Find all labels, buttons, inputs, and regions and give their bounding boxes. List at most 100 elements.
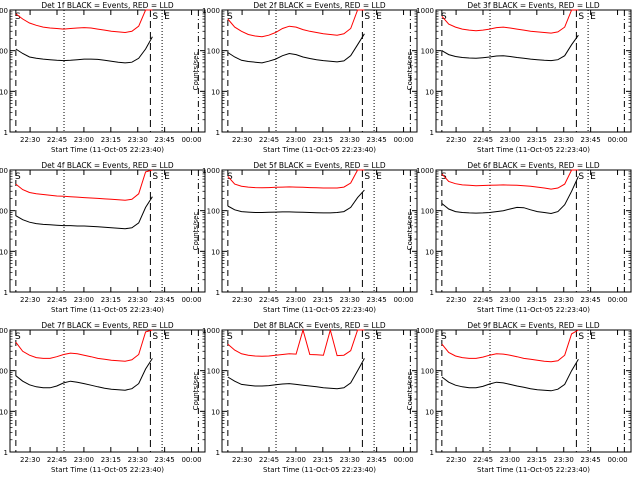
panel-6: Det 6f BLACK = Events, RED = LLD 1 10 100 10… (406, 161, 632, 314)
panel-5: Det 5f BLACK = Events, RED = LLD 1 10 100 10… (192, 161, 418, 314)
y-axis-label: Counts/sec (406, 372, 414, 411)
lld-series-line (441, 169, 579, 190)
e-marker-label: E (590, 172, 596, 182)
x-tick-label: 23:15 (527, 296, 547, 304)
panel-title: Det 6f BLACK = Events, RED = LLD (467, 161, 600, 170)
start-marker-label: S (227, 172, 233, 182)
x-tick-label: 23:30 (340, 136, 360, 144)
y-tick-label: 100 (207, 48, 220, 56)
x-tick-label: 23:00 (500, 136, 520, 144)
panel-title: Det 7f BLACK = Events, RED = LLD (41, 321, 174, 330)
x-tick-label: 23:00 (500, 296, 520, 304)
e-marker-label: E (376, 332, 382, 342)
x-tick-label: 22:45 (473, 136, 493, 144)
y-tick-label: 1000 (416, 7, 434, 15)
x-tick-label: 23:15 (313, 136, 333, 144)
x-tick-label: 23:45 (581, 136, 601, 144)
plot-frame (221, 169, 418, 293)
x-tick-label: 22:30 (446, 456, 466, 464)
x-tick-label: 23:15 (101, 296, 121, 304)
x-axis-label: Start Time (11-Oct-05 22:23:40) (51, 306, 164, 314)
start-marker-label: S (15, 172, 21, 182)
y-tick-label: 1 (430, 129, 434, 137)
y-tick-label: 10 (0, 88, 8, 96)
x-tick-label: 22:45 (473, 456, 493, 464)
lld-series-line (15, 329, 153, 362)
y-tick-label: 10 (0, 408, 8, 416)
lld-series-line (15, 169, 153, 201)
x-tick-label: 23:45 (155, 136, 175, 144)
x-tick-label: 23:30 (128, 136, 148, 144)
x-tick-label: 23:45 (581, 456, 601, 464)
y-tick-label: 100 (0, 208, 8, 216)
lld-series-line (441, 329, 579, 363)
x-tick-label: 23:00 (74, 456, 94, 464)
x-tick-label: 23:30 (554, 456, 574, 464)
events-series-line (15, 36, 153, 64)
events-series-line (227, 33, 365, 64)
x-tick-label: 22:30 (232, 296, 252, 304)
events-series-line (15, 196, 153, 230)
x-tick-label: 23:30 (554, 136, 574, 144)
y-tick-label: 1000 (202, 7, 220, 15)
y-tick-label: 10 (211, 88, 220, 96)
x-tick-label: 23:45 (367, 136, 387, 144)
panel-8: Det 8f BLACK = Events, RED = LLD 1 10 100 10… (192, 321, 418, 474)
panel-2: Det 2f BLACK = Events, RED = LLD 1 10 100 10… (192, 1, 418, 154)
x-tick-label: 23:45 (155, 296, 175, 304)
x-axis-label: Start Time (11-Oct-05 22:23:40) (263, 146, 376, 154)
x-tick-label: 23:15 (527, 136, 547, 144)
y-tick-label: 1 (216, 129, 220, 137)
s-marker-label: S (364, 172, 370, 182)
y-tick-label: 1 (430, 289, 434, 297)
x-tick-label: 00:00 (181, 136, 201, 144)
x-tick-label: 00:00 (393, 136, 413, 144)
y-tick-label: 100 (0, 368, 8, 376)
x-tick-label: 23:15 (101, 136, 121, 144)
start-marker-label: S (227, 12, 233, 22)
panel-title: Det 4f BLACK = Events, RED = LLD (41, 161, 174, 170)
s-marker-label: S (152, 12, 158, 22)
x-axis-label: Start Time (11-Oct-05 22:23:40) (51, 466, 164, 474)
e-marker-label: E (376, 12, 382, 22)
panel-title: Det 1f BLACK = Events, RED = LLD (41, 1, 174, 10)
x-tick-label: 22:30 (20, 136, 40, 144)
x-tick-label: 00:00 (181, 456, 201, 464)
x-tick-label: 23:45 (155, 456, 175, 464)
y-tick-label: 1000 (202, 327, 220, 335)
x-tick-label: 22:45 (47, 456, 67, 464)
panel-9: Det 9f BLACK = Events, RED = LLD 1 10 100 10… (406, 321, 632, 474)
e-marker-label: E (376, 172, 382, 182)
x-tick-label: 22:45 (259, 296, 279, 304)
start-marker-label: S (15, 332, 21, 342)
y-tick-label: 1 (4, 289, 8, 297)
e-marker-label: E (164, 332, 170, 342)
x-tick-label: 23:45 (367, 456, 387, 464)
e-marker-label: E (164, 12, 170, 22)
x-tick-label: 00:00 (393, 296, 413, 304)
x-tick-label: 22:30 (20, 456, 40, 464)
events-series-line (441, 34, 579, 62)
x-tick-label: 22:45 (47, 136, 67, 144)
x-tick-label: 23:30 (128, 296, 148, 304)
x-tick-label: 22:30 (446, 296, 466, 304)
x-tick-label: 22:45 (473, 296, 493, 304)
x-tick-label: 23:00 (500, 456, 520, 464)
s-marker-label: S (152, 332, 158, 342)
s-marker-label: S (578, 172, 584, 182)
x-tick-label: 00:00 (393, 456, 413, 464)
events-series-line (441, 176, 579, 215)
plot-frame (435, 329, 632, 453)
s-marker-label: S (578, 12, 584, 22)
y-tick-label: 1 (430, 449, 434, 457)
panel-title: Det 8f BLACK = Events, RED = LLD (253, 321, 386, 330)
y-tick-label: 1000 (202, 167, 220, 175)
y-tick-label: 1 (216, 449, 220, 457)
plot-frame (435, 9, 632, 133)
lld-series-line (227, 328, 365, 357)
y-axis-label: Counts/sec (192, 212, 200, 251)
x-tick-label: 23:30 (340, 456, 360, 464)
plot-frame (221, 329, 418, 453)
